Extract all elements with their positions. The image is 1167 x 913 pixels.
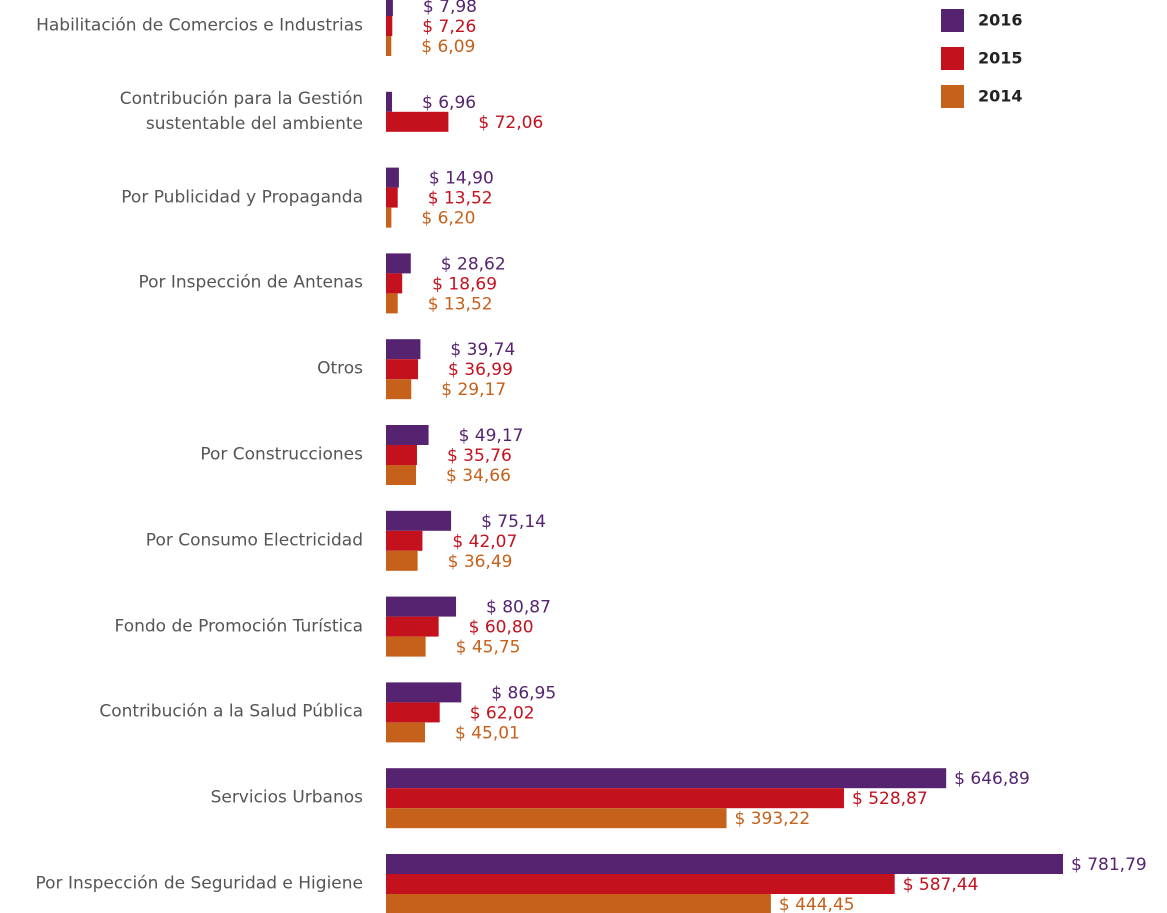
bar: [386, 894, 771, 913]
bar: [386, 207, 392, 228]
value-label: $ 6,96: [422, 93, 476, 113]
bar: [386, 359, 419, 380]
legend-label: 2016: [978, 11, 1023, 30]
category-label: Por Inspección de Antenas: [138, 272, 363, 293]
value-label: $ 42,07: [452, 532, 517, 552]
bar: [386, 339, 421, 360]
bar: [386, 550, 418, 571]
legend-swatch: [941, 47, 964, 70]
bar: [386, 510, 452, 531]
category-label: Por Construcciones: [200, 444, 363, 465]
value-label: $ 86,95: [491, 683, 556, 703]
legend-swatch: [941, 85, 964, 108]
category-label: Servicios Urbanos: [210, 787, 363, 808]
value-label: $ 393,22: [735, 809, 811, 829]
value-label: $ 18,69: [432, 274, 497, 294]
value-label: $ 36,99: [448, 360, 513, 380]
bar: [386, 273, 403, 294]
value-label: $ 528,87: [852, 789, 928, 809]
bar: [386, 0, 393, 16]
category-label: Por Consumo Electricidad: [145, 530, 363, 551]
legend-label: 2014: [978, 87, 1023, 106]
value-label: $ 13,52: [428, 189, 493, 209]
value-label: $ 45,01: [455, 723, 520, 743]
value-label: $ 75,14: [481, 512, 546, 532]
bar: [386, 596, 457, 617]
bar: [386, 111, 449, 132]
bar: [386, 874, 895, 894]
value-label: $ 6,09: [421, 37, 475, 57]
bar: [386, 187, 398, 208]
bar: [386, 36, 392, 56]
category-label: Habilitación de Comercios e Industrias: [36, 15, 363, 36]
category-label: Contribución para la Gestión sustentable…: [119, 88, 363, 134]
value-label: $ 35,76: [447, 446, 512, 466]
bar: [386, 788, 844, 809]
bar: [386, 768, 947, 789]
bar: [386, 465, 417, 485]
category-label: Por Publicidad y Propaganda: [121, 187, 363, 208]
value-label: $ 781,79: [1071, 855, 1147, 875]
bar: [386, 682, 462, 703]
value-label: $ 444,45: [779, 895, 855, 913]
value-label: $ 36,49: [448, 552, 513, 572]
category-label: Por Inspección de Seguridad e Higiene: [35, 873, 364, 894]
value-label: $ 646,89: [954, 769, 1030, 789]
bar: [386, 379, 412, 400]
value-label: $ 7,26: [422, 17, 476, 37]
bar: [386, 16, 393, 36]
bar: [386, 425, 429, 445]
bar: [386, 253, 411, 274]
value-label: $ 13,52: [428, 294, 493, 314]
category-label: Fondo de Promoción Turística: [114, 616, 363, 637]
value-label: $ 29,17: [441, 380, 506, 400]
value-label: $ 60,80: [469, 618, 534, 638]
value-label: $ 80,87: [486, 598, 551, 618]
legend-label: 2015: [978, 49, 1023, 68]
value-label: $ 6,20: [421, 209, 475, 229]
value-label: $ 49,17: [459, 426, 524, 446]
bar: [386, 293, 398, 314]
bar: [386, 530, 423, 551]
bar: [386, 616, 439, 637]
category-label: Contribución a la Salud Pública: [99, 701, 363, 722]
value-label: $ 45,75: [456, 638, 521, 658]
bar: [386, 636, 426, 657]
bar: [386, 808, 727, 829]
value-label: $ 39,74: [450, 340, 515, 360]
category-label: Otros: [317, 358, 363, 379]
value-label: $ 72,06: [478, 113, 543, 133]
bar: [386, 854, 1063, 874]
legend-swatch: [941, 9, 964, 32]
value-label: $ 14,90: [429, 169, 494, 189]
value-label: $ 7,98: [423, 0, 477, 17]
value-label: $ 34,66: [446, 466, 511, 486]
bar: [386, 91, 393, 112]
bar: [386, 722, 425, 743]
bar: [386, 445, 417, 465]
bar: [386, 167, 399, 188]
value-label: $ 587,44: [903, 875, 979, 895]
bar: [386, 702, 440, 723]
value-label: $ 28,62: [441, 254, 506, 274]
value-label: $ 62,02: [470, 703, 535, 723]
